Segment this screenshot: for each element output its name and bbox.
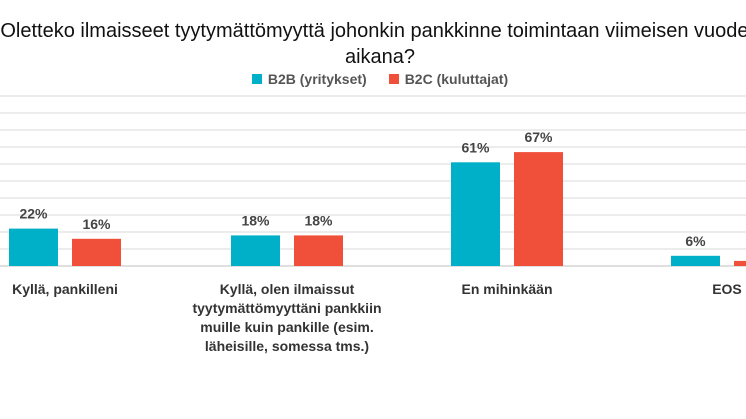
data-label-b2b-1: 18% [241, 212, 270, 228]
legend-swatch-b2b [251, 74, 262, 84]
bar-b2b-2 [451, 162, 500, 266]
bar-b2c-2 [514, 152, 563, 266]
data-label-b2c-0: 16% [82, 216, 111, 232]
bar-b2c-0 [72, 238, 121, 266]
data-label-b2b-3: 6% [685, 233, 706, 249]
bar-b2c-3 [734, 260, 746, 266]
data-label-b2c-1: 18% [304, 212, 333, 228]
chart-title: Oletteko ilmaisseet tyytymättömyyttä joh… [0, 20, 746, 68]
data-label-b2c-2: 67% [524, 129, 553, 145]
legend-label-b2b: B2B (yritykset) [267, 71, 367, 87]
legend-swatch-b2c [388, 74, 399, 84]
legend-item-b2b: B2B (yritykset) [251, 71, 367, 87]
category-label-kylla-muille: Kyllä, olen ilmaissut tyytymättömyyttäni… [192, 281, 382, 354]
category-label-eos: EOS [712, 281, 742, 297]
bar-b2b-3 [671, 255, 720, 266]
category-label-kylla-pankilleni: Kyllä, pankilleni [12, 281, 118, 297]
bar-b2c-1 [294, 235, 343, 266]
data-label-b2b-2: 61% [461, 139, 490, 155]
legend-item-b2c: B2C (kuluttajat) [388, 71, 509, 87]
category-label-en-mihinkaan: En mihinkään [461, 281, 553, 297]
data-label-b2b-0: 22% [19, 206, 48, 222]
legend: B2B (yritykset) B2C (kuluttajat) [0, 71, 746, 87]
bar-b2b-1 [231, 235, 280, 266]
legend-label-b2c: B2C (kuluttajat) [404, 71, 509, 87]
bar-b2b-0 [9, 228, 58, 266]
